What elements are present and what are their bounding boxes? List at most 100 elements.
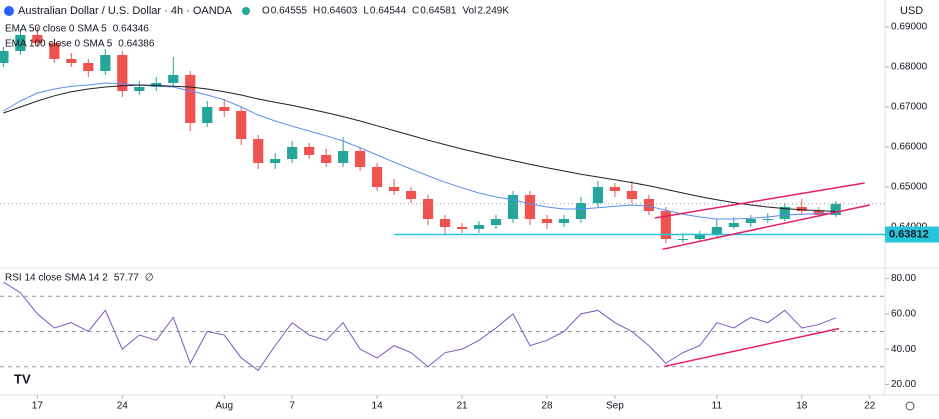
x-tick-label: Sep — [606, 401, 624, 412]
y-tick-label: 80.00 — [891, 273, 916, 284]
candle-body — [15, 35, 26, 51]
candle-body — [694, 235, 705, 239]
candle-body — [388, 187, 400, 191]
x-tick-label: 11 — [712, 401, 723, 412]
candle-body — [100, 55, 111, 71]
candle-body — [830, 203, 841, 215]
candle-body — [49, 43, 60, 59]
y-tick-label: 0.66000 — [891, 142, 928, 153]
legend-name: EMA 50 close 0 SMA 5 — [5, 24, 107, 35]
ohlc-value: 0.64581 — [420, 6, 457, 17]
candle-body — [0, 51, 9, 63]
candle-body — [762, 219, 773, 220]
candle-body — [253, 139, 264, 163]
candle-body — [287, 147, 298, 159]
y-tick-label: 20.00 — [891, 379, 916, 390]
candle-body — [473, 225, 485, 229]
candle-body — [321, 155, 332, 163]
ohlc-value: 0.64603 — [321, 6, 358, 17]
ohlc-label: H — [313, 6, 320, 17]
candle-body — [83, 63, 94, 71]
candle-body — [32, 35, 43, 43]
candle-body — [660, 211, 671, 239]
symbol-title: Australian Dollar / U.S. Dollar · 4h · O… — [18, 5, 233, 17]
trend-line — [662, 204, 870, 251]
symbol-icon — [4, 6, 14, 16]
currency: USD — [900, 5, 923, 17]
candle-body — [507, 195, 519, 219]
y-tick-label: 0.69000 — [891, 22, 928, 33]
candle-body — [304, 147, 315, 155]
y-tick-label: 0.68000 — [891, 62, 928, 73]
candle-body — [745, 219, 756, 223]
status-dot — [242, 7, 250, 15]
candle-body — [813, 211, 824, 215]
trend-line — [664, 327, 840, 368]
candle-body — [575, 203, 587, 219]
legend-name: RSI 14 close SMA 14 2 — [5, 273, 108, 284]
ema-line — [3, 84, 836, 213]
candle-body — [355, 151, 366, 167]
candle-body — [219, 107, 230, 111]
x-tick-label: 17 — [32, 401, 44, 412]
x-tick-label: 18 — [796, 401, 808, 412]
x-tick-label: 14 — [372, 401, 384, 412]
legend-value: 0.64386 — [118, 39, 155, 50]
candle-body — [490, 219, 502, 225]
candle-body — [609, 187, 621, 191]
candle-body — [422, 199, 434, 219]
ohlc-value: 0.64544 — [370, 6, 407, 17]
candle-body — [439, 219, 451, 227]
support-label-box — [885, 226, 939, 243]
candle-body — [524, 195, 536, 219]
candle-body — [626, 191, 637, 199]
rsi-line — [3, 281, 836, 372]
candle-body — [711, 227, 722, 235]
legend-name: EMA 100 close 0 SMA 5 — [5, 39, 113, 50]
logo: TV — [14, 371, 31, 386]
candle-body — [338, 151, 349, 163]
x-tick-label: 7 — [289, 401, 295, 412]
candle-body — [66, 59, 77, 63]
candle-body — [405, 191, 417, 199]
candle-body — [592, 187, 604, 203]
ohlc-label: O — [262, 6, 270, 17]
legend-value: 57.77 — [114, 273, 139, 284]
x-tick-label: 21 — [456, 401, 468, 412]
legend-value: 0.64346 — [113, 24, 150, 35]
candle-body — [168, 75, 179, 83]
candle-body — [541, 219, 553, 223]
candle-body — [236, 111, 247, 139]
ohlc-label: C — [412, 6, 419, 17]
candle-body — [117, 55, 128, 91]
y-tick-label: 0.67000 — [891, 102, 928, 113]
settings-icon[interactable] — [905, 401, 915, 411]
candle-body — [677, 239, 688, 240]
support-label: 0.63812 — [889, 228, 929, 240]
candle-body — [456, 227, 468, 229]
candle-body — [372, 167, 383, 187]
x-tick-label: 28 — [541, 401, 553, 412]
candle-body — [558, 219, 570, 223]
y-tick-label: 40.00 — [891, 344, 916, 355]
candle-body — [134, 87, 145, 91]
ohlc-value: 2.249K — [477, 6, 509, 17]
candle-body — [202, 107, 213, 123]
legend-suffix: ∅ — [145, 273, 154, 284]
candle-body — [643, 199, 654, 211]
y-tick-label: 0.65000 — [891, 182, 928, 193]
y-tick-label: 60.00 — [891, 309, 916, 320]
ohlc-label: L — [363, 6, 369, 17]
x-tick-label: Aug — [215, 401, 233, 412]
candle-body — [270, 159, 281, 163]
ohlc-value: 0.64555 — [271, 6, 308, 17]
trend-line — [654, 182, 865, 219]
x-tick-label: 24 — [117, 401, 129, 412]
candle-body — [728, 223, 739, 227]
candle-body — [779, 207, 790, 219]
candle-body — [796, 207, 807, 211]
candle-body — [185, 75, 196, 123]
ohlc-label: Vol — [462, 6, 476, 17]
x-tick-label: 22 — [864, 401, 876, 412]
